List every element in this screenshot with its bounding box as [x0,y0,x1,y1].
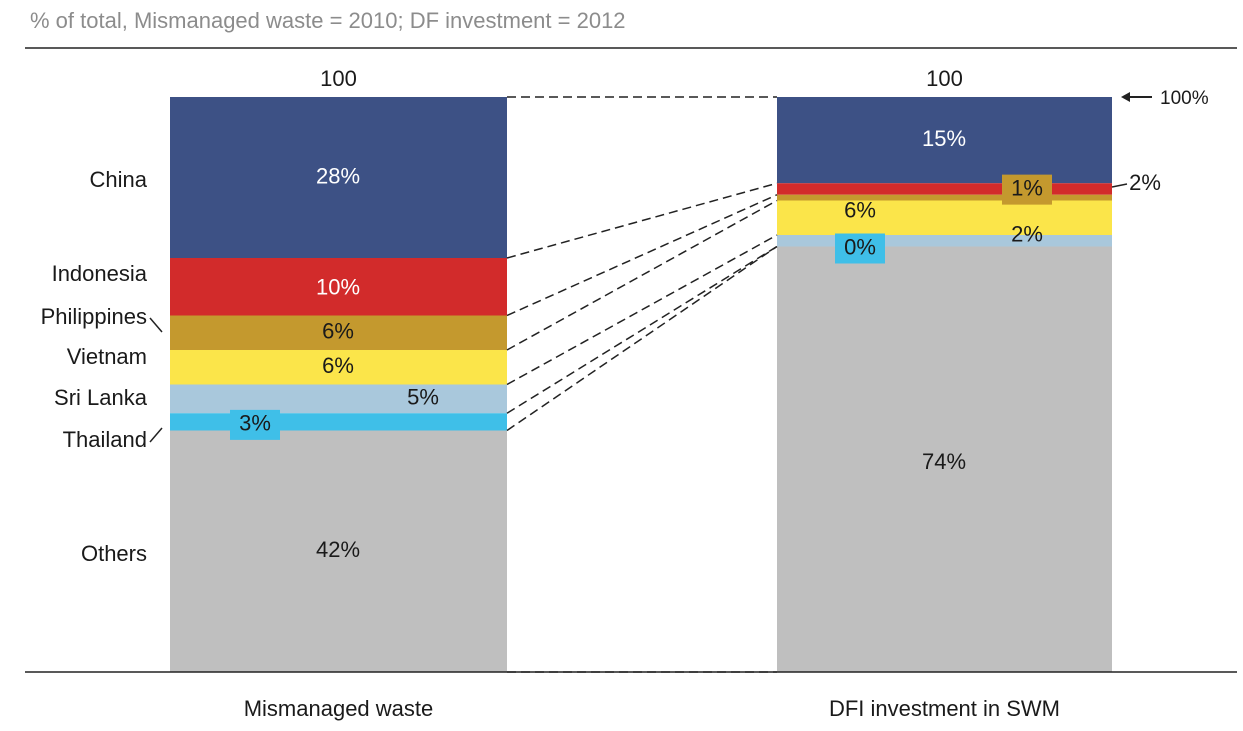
leader-line [149,427,163,443]
value-label: 2% [1011,222,1043,247]
series-label: Thailand [63,427,147,452]
x-tick-label: DFI investment in SWM [829,696,1060,721]
bar-segment [777,235,1112,247]
connector [506,245,778,414]
connector [506,182,778,259]
bar-segment [170,258,507,316]
label-box [230,409,280,440]
series-label: Sri Lanka [54,385,148,410]
bar-segment [170,413,507,431]
bar-segment [777,183,1112,195]
bar-segment [777,194,1112,201]
value-label: 15% [922,126,966,151]
arrow-head [1121,92,1130,102]
bar-segment [170,97,507,258]
connector [506,245,778,432]
value-label: 6% [322,319,354,344]
series-label: Vietnam [67,344,147,369]
annotation: 100% [1160,88,1209,109]
value-label: 28% [316,163,360,188]
connector [506,199,778,351]
label-box [1002,174,1052,205]
leader-line [149,317,163,333]
label-box [835,233,885,264]
bar-segment [170,315,507,350]
bar-segment [777,200,1112,235]
value-label: 10% [316,275,360,300]
value-label: 1% [1011,175,1043,200]
value-label: 0% [844,234,876,259]
connector [506,194,778,317]
bar-segment [170,350,507,385]
value-label: 3% [239,411,271,436]
series-label: Indonesia [52,261,148,286]
value-label: 6% [844,198,876,223]
series-label: Philippines [41,304,147,329]
total-label: 100 [926,66,963,91]
x-tick-label: Mismanaged waste [244,696,434,721]
value-label: 42% [316,537,360,562]
bar-segment [777,246,1112,672]
bar-segment [170,430,507,672]
series-label: China [90,167,148,192]
bar-segment [170,384,507,414]
value-label: 2% [1129,170,1161,195]
total-label: 100 [320,66,357,91]
value-label: 74% [922,449,966,474]
bar-segment [777,97,1112,184]
chart-subtitle: % of total, Mismanaged waste = 2010; DF … [30,8,626,33]
connector [506,234,778,386]
series-label: Others [81,541,147,566]
leader-line [1111,183,1128,188]
value-label: 6% [322,353,354,378]
value-label: 5% [407,385,439,410]
